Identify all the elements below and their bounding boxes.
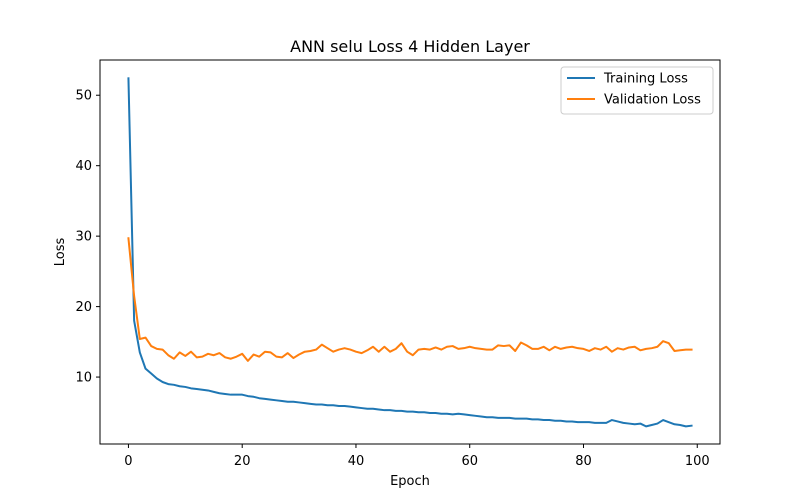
y-tick-label: 30 — [75, 230, 92, 245]
chart-title: ANN selu Loss 4 Hidden Layer — [290, 37, 530, 56]
x-tick-label: 80 — [575, 454, 592, 469]
y-tick-label: 20 — [75, 300, 92, 315]
y-axis-label: Loss — [53, 238, 68, 267]
x-tick-label: 20 — [234, 454, 251, 469]
x-tick-label: 0 — [124, 454, 132, 469]
legend-label-training-loss: Training Loss — [603, 72, 688, 87]
legend: Training Loss Validation Loss — [560, 66, 714, 115]
x-tick-label: 100 — [685, 454, 710, 469]
series-line-validation-loss — [127, 237, 693, 362]
y-tick-label: 40 — [75, 159, 92, 174]
y-axis-ticks: 10 20 30 40 50 — [75, 89, 100, 386]
series-layer — [127, 77, 693, 428]
plot-frame — [99, 59, 721, 445]
x-tick-label: 60 — [461, 454, 478, 469]
y-tick-label: 50 — [75, 89, 92, 104]
legend-label-validation-loss: Validation Loss — [604, 93, 701, 108]
y-tick-label: 10 — [75, 371, 92, 386]
x-axis-ticks: 0 20 40 60 80 100 — [124, 444, 710, 469]
x-axis-label: Epoch — [390, 474, 430, 489]
x-tick-label: 40 — [348, 454, 365, 469]
legend-frame — [560, 66, 714, 115]
series-line-training-loss — [127, 77, 693, 428]
